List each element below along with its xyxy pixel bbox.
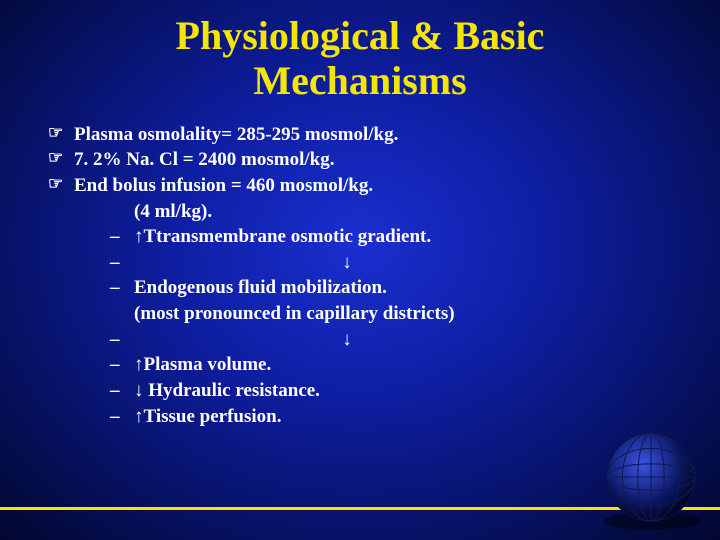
- bullet-text: 7. 2% Na. Cl = 2400 mosmol/kg.: [74, 147, 680, 173]
- sub-bullet-item: – ↑Plasma volume.: [110, 352, 680, 378]
- title-line-2: Mechanisms: [253, 58, 466, 103]
- pointing-hand-icon: ☞: [48, 122, 74, 145]
- sub-bullet-item: – ↑Tissue perfusion.: [110, 404, 680, 430]
- bullet-text: End bolus infusion = 460 mosmol/kg.: [74, 173, 680, 199]
- sub-bullet-text: ↑Ttransmembrane osmotic gradient.: [134, 224, 680, 250]
- dash-icon: –: [110, 275, 134, 301]
- bullet-item: ☞ Plasma osmolality= 285-295 mosmol/kg.: [48, 122, 680, 148]
- dash-icon: –: [110, 378, 134, 404]
- dash-icon: –: [110, 404, 134, 430]
- dash-icon: –: [110, 224, 134, 250]
- sub-bullet-text: ↓: [134, 327, 680, 353]
- sub-bullet-item: – ↑Ttransmembrane osmotic gradient.: [110, 224, 680, 250]
- sub-bullet-item: – ↓: [110, 327, 680, 353]
- sub-bullet-text: ↓ Hydraulic resistance.: [134, 378, 680, 404]
- slide-body: ☞ Plasma osmolality= 285-295 mosmol/kg. …: [0, 122, 720, 430]
- sub-bullet-text: Endogenous fluid mobilization.: [134, 275, 680, 301]
- sub-bullet-text: ↑Plasma volume.: [134, 352, 680, 378]
- globe-icon: [596, 422, 706, 532]
- pointing-hand-icon: ☞: [48, 147, 74, 170]
- pointing-hand-icon: ☞: [48, 173, 74, 196]
- bullet-continuation: (4 ml/kg).: [48, 199, 680, 225]
- slide-title: Physiological & Basic Mechanisms: [0, 0, 720, 104]
- sub-bullet-list: – ↑Ttransmembrane osmotic gradient. – ↓ …: [48, 224, 680, 429]
- dash-icon: –: [110, 352, 134, 378]
- sub-bullet-continuation: (most pronounced in capillary districts): [110, 301, 680, 327]
- bullet-text: Plasma osmolality= 285-295 mosmol/kg.: [74, 122, 680, 148]
- bullet-item: ☞ End bolus infusion = 460 mosmol/kg.: [48, 173, 680, 199]
- sub-bullet-text: ↓: [134, 250, 680, 276]
- title-line-1: Physiological & Basic: [176, 13, 545, 58]
- sub-bullet-item: – ↓: [110, 250, 680, 276]
- bullet-item: ☞ 7. 2% Na. Cl = 2400 mosmol/kg.: [48, 147, 680, 173]
- dash-icon: –: [110, 327, 134, 353]
- sub-bullet-item: – Endogenous fluid mobilization.: [110, 275, 680, 301]
- slide: Physiological & Basic Mechanisms ☞ Plasm…: [0, 0, 720, 540]
- sub-bullet-cont-text: (most pronounced in capillary districts): [134, 301, 680, 327]
- dash-icon: –: [110, 250, 134, 276]
- sub-bullet-item: – ↓ Hydraulic resistance.: [110, 378, 680, 404]
